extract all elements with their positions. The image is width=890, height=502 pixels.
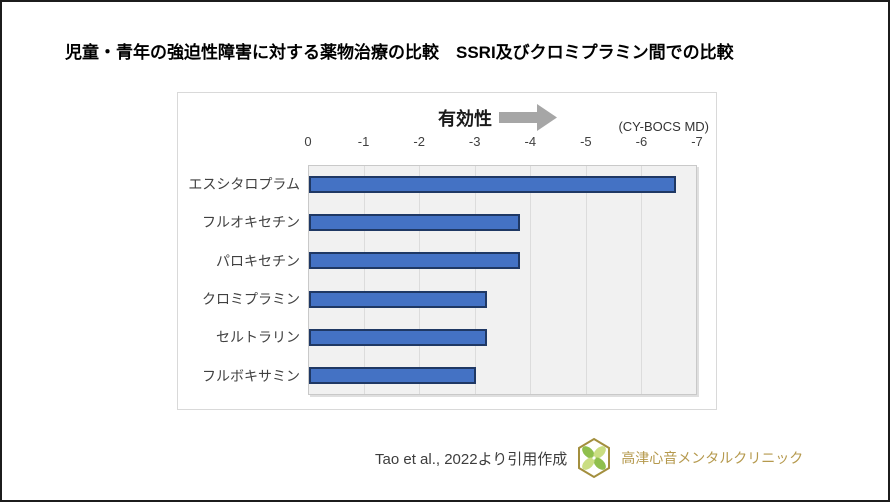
page-title: 児童・青年の強迫性障害に対する薬物治療の比較 SSRI及びクロミプラミン間での比…: [65, 43, 734, 62]
category-label: フルボキサミン: [202, 367, 300, 384]
chart-panel: 有効性 (CY-BOCS MD) 0 -1 -2 -3 -4 -5 -6 -7 エスシタロプラ…: [177, 92, 717, 410]
x-axis-tick: -1: [357, 134, 370, 149]
x-axis-tick: -2: [413, 134, 425, 149]
bar-row: エスシタロプラム: [178, 165, 718, 203]
x-axis-tick: -5: [580, 134, 592, 149]
category-label: フルオキセチン: [202, 214, 300, 231]
x-axis-tick: -7: [691, 134, 703, 149]
gridline: [363, 166, 365, 394]
bar: [309, 213, 521, 231]
plot-area: [308, 165, 697, 395]
bar: [309, 252, 521, 270]
source-text: Tao et al., 2022より引用作成: [375, 450, 568, 468]
category-label: パロキセチン: [216, 252, 300, 269]
clinic-logo-icon: [577, 437, 611, 479]
bar-row: フルオキセチン: [178, 203, 718, 241]
footer: Tao et al., 2022より引用作成 高津心音メンタルクリニック: [375, 434, 803, 482]
category-label: エスシタロプラム: [188, 176, 300, 193]
unit-label: (CY-BOCS MD): [618, 119, 709, 134]
x-axis-tick: -3: [468, 134, 481, 149]
bar: [309, 175, 676, 193]
gridline: [419, 166, 421, 394]
bar-row: クロミプラミン: [178, 280, 718, 318]
x-axis-tick: -6: [635, 134, 648, 149]
bar-row: パロキセチン: [178, 242, 718, 280]
category-label: クロミプラミン: [202, 291, 300, 308]
bar: [309, 328, 487, 346]
x-axis-tick: 0: [304, 134, 312, 149]
gridline: [530, 166, 532, 394]
gridline: [585, 166, 587, 394]
bar-rows: エスシタロプラムフルオキセチンパロキセチンクロミプラミンセルトラリンフルボキサミ…: [178, 165, 718, 395]
bar: [309, 290, 487, 308]
bar: [309, 367, 476, 385]
x-axis-ticks: 0 -1 -2 -3 -4 -5 -6 -7: [304, 134, 702, 150]
effectiveness-label: 有効性: [438, 109, 492, 129]
x-axis-tick: -4: [524, 134, 537, 149]
bar-row: フルボキサミン: [178, 357, 718, 395]
clinic-name: 高津心音メンタルクリニック: [621, 450, 804, 466]
gridline: [641, 166, 643, 394]
right-arrow-icon: [499, 104, 559, 136]
bar-row: セルトラリン: [178, 318, 718, 356]
category-label: セルトラリン: [216, 329, 300, 346]
gridline: [474, 166, 476, 394]
